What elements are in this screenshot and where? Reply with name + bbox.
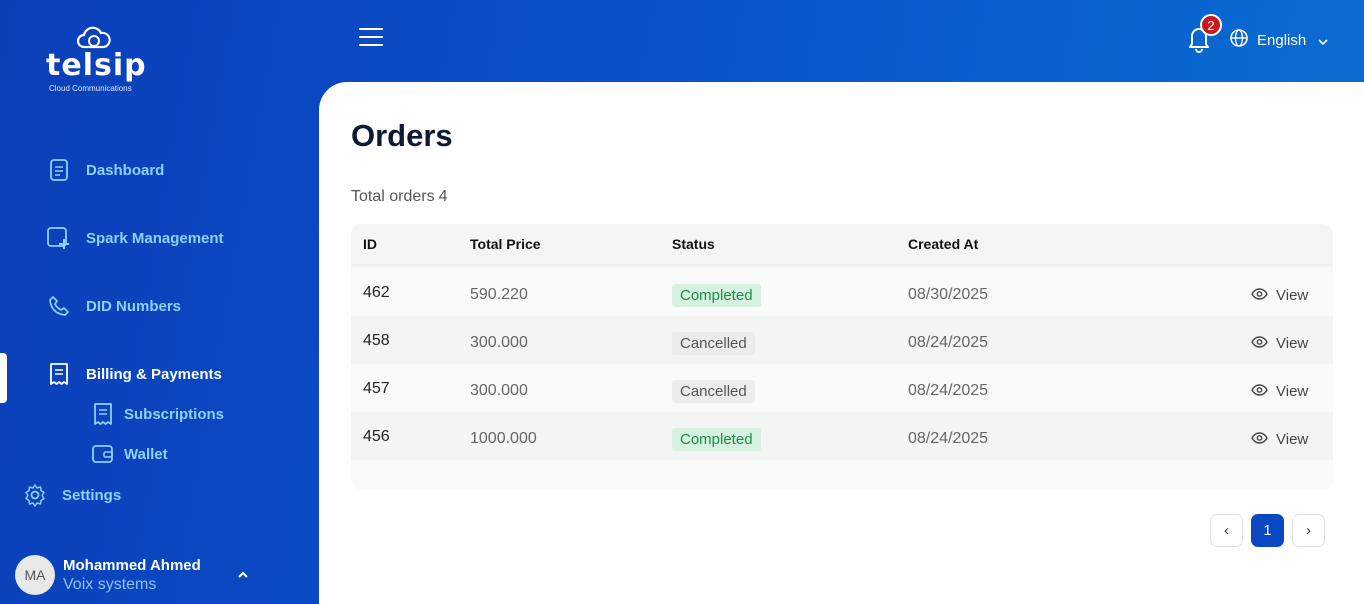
user-profile[interactable]: MA Mohammed Ahmed Voix systems (15, 555, 201, 595)
globe-icon (1229, 28, 1249, 52)
table-row: 458 300.000 Cancelled 08/24/2025 View (351, 316, 1333, 364)
sidebar-item-label: Settings (62, 486, 122, 504)
main-panel: Orders Total orders 4 ID Total Price Stat… (319, 82, 1364, 604)
sidebar-item-label: DID Numbers (86, 297, 182, 315)
gear-icon (22, 482, 48, 508)
view-button[interactable]: View (1251, 335, 1308, 352)
view-button[interactable]: View (1251, 383, 1308, 400)
user-name: Mohammed Ahmed (63, 556, 201, 574)
status-badge: Cancelled (672, 332, 755, 355)
menu-line (359, 28, 383, 30)
table-row: 457 300.000 Cancelled 08/24/2025 View (351, 364, 1333, 412)
eye-icon (1251, 335, 1268, 352)
column-header-total-price: Total Price (470, 236, 541, 252)
menu-toggle-button[interactable] (359, 28, 383, 48)
order-created-at: 08/24/2025 (908, 382, 989, 399)
order-price: 300.000 (470, 382, 528, 399)
notification-badge: 2 (1200, 14, 1222, 36)
next-page-button[interactable]: › (1292, 514, 1325, 547)
menu-line (359, 36, 383, 38)
view-label: View (1276, 383, 1309, 400)
view-button[interactable]: View (1251, 287, 1308, 304)
sidebar-item-label: Billing & Payments (86, 365, 222, 383)
sidebar-item-settings[interactable]: Settings (22, 482, 121, 508)
receipt-icon (46, 361, 72, 387)
wallet-icon (90, 441, 116, 467)
order-created-at: 08/30/2025 (908, 286, 989, 303)
sidebar-item-label: Dashboard (86, 161, 165, 179)
brand-name: telsip (46, 48, 147, 83)
order-id: 457 (363, 380, 390, 397)
cloud-icon (76, 26, 111, 49)
order-id: 456 (363, 428, 390, 445)
order-created-at: 08/24/2025 (908, 334, 989, 351)
view-button[interactable]: View (1251, 431, 1308, 448)
column-header-status: Status (672, 236, 715, 252)
language-selector[interactable]: English (1229, 28, 1328, 52)
avatar: MA (15, 555, 55, 595)
status-badge: Completed (672, 284, 761, 307)
sidebar-item-billing-payments[interactable]: Billing & Payments (46, 361, 222, 387)
add-square-icon (46, 225, 72, 251)
sidebar-item-label: Subscriptions (124, 405, 225, 423)
chevron-up-icon[interactable] (237, 566, 249, 582)
sidebar-item-wallet[interactable]: Wallet (90, 441, 168, 467)
active-indicator (0, 353, 7, 403)
order-price: 300.000 (470, 334, 528, 351)
total-orders-count: 4 (438, 188, 448, 205)
column-header-id: ID (363, 236, 377, 252)
language-label: English (1257, 31, 1307, 49)
table-row: 456 1000.000 Completed 08/24/2025 View (351, 412, 1333, 460)
page-title: Orders (351, 118, 453, 153)
prev-page-button[interactable]: ‹ (1210, 514, 1243, 547)
table-header: ID Total Price Status Created At (351, 224, 1333, 264)
phone-icon (46, 293, 72, 319)
view-label: View (1276, 431, 1309, 448)
receipt-icon (90, 401, 116, 427)
order-id: 458 (363, 332, 390, 349)
sidebar-item-label: Spark Management (86, 229, 224, 247)
order-price: 1000.000 (470, 430, 537, 447)
chevron-down-icon (1318, 32, 1328, 49)
sidebar-item-dashboard[interactable]: Dashboard (46, 157, 164, 183)
total-orders-label: Total orders (351, 188, 435, 205)
page-1-button[interactable]: 1 (1251, 514, 1284, 547)
eye-icon (1251, 431, 1268, 448)
order-price: 590.220 (470, 286, 528, 303)
brand-tagline: Cloud Communications (49, 84, 132, 93)
eye-icon (1251, 287, 1268, 304)
sidebar-item-spark-management[interactable]: Spark Management (46, 225, 224, 251)
view-label: View (1276, 335, 1309, 352)
brand-logo[interactable]: telsip Cloud Communications (46, 26, 156, 96)
sidebar: telsip Cloud Communications Dashboard Sp… (0, 0, 319, 604)
orders-table: ID Total Price Status Created At 462 590… (351, 224, 1333, 490)
sidebar-item-label: Wallet (124, 445, 168, 463)
status-badge: Cancelled (672, 380, 755, 403)
total-orders: Total orders 4 (351, 188, 448, 206)
status-badge: Completed (672, 428, 761, 451)
column-header-created-at: Created At (908, 236, 979, 252)
table-row: 462 590.220 Completed 08/30/2025 View (351, 268, 1333, 316)
user-org: Voix systems (63, 575, 157, 593)
sidebar-item-did-numbers[interactable]: DID Numbers (46, 293, 181, 319)
order-created-at: 08/24/2025 (908, 430, 989, 447)
eye-icon (1251, 383, 1268, 400)
clipboard-list-icon (46, 157, 72, 183)
menu-line (359, 44, 383, 46)
view-label: View (1276, 287, 1309, 304)
sidebar-item-subscriptions[interactable]: Subscriptions (90, 401, 224, 427)
order-id: 462 (363, 284, 390, 301)
